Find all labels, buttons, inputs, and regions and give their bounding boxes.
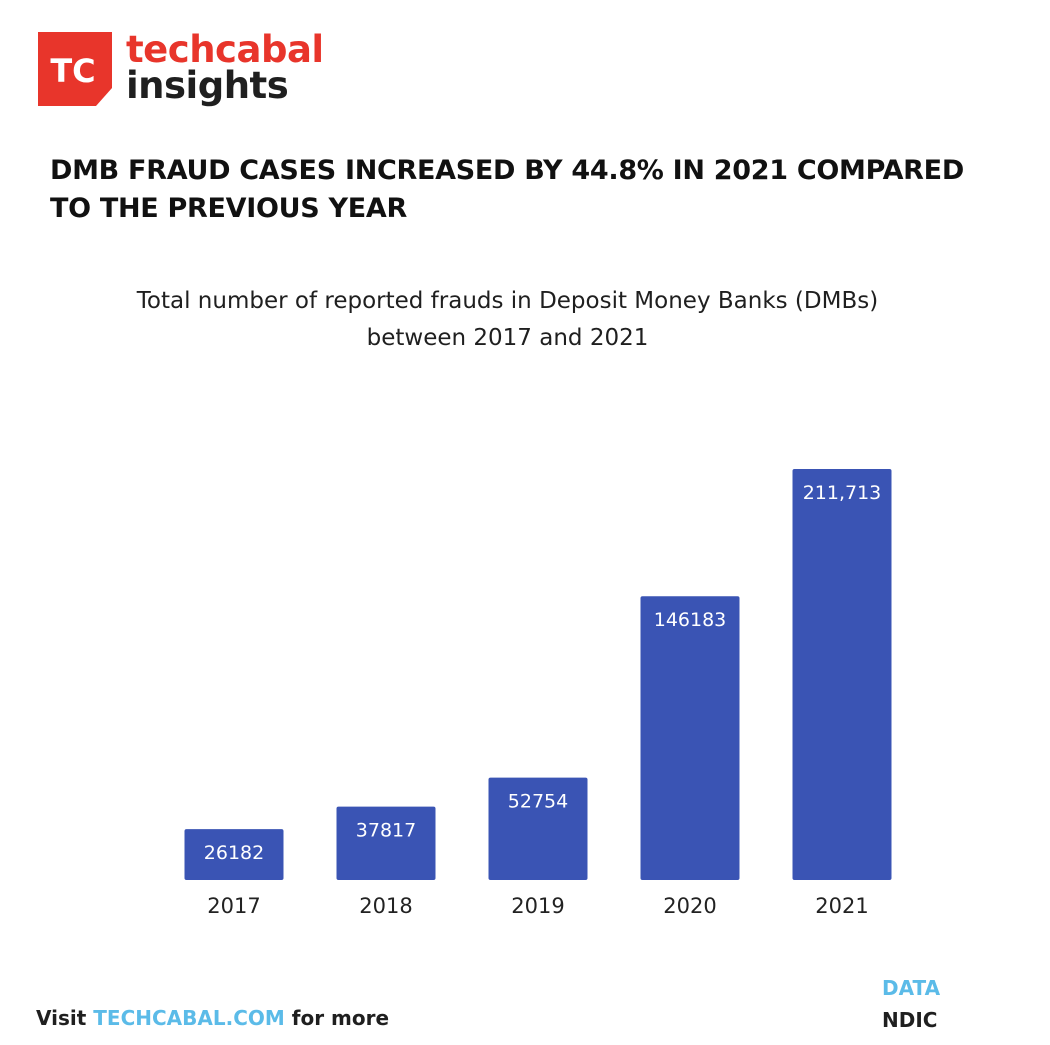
headline: DMB FRAUD CASES INCREASED BY 44.8% IN 20… [50,155,964,224]
chart-title-line-2: between 2017 and 2021 [366,325,649,351]
techcabal-link[interactable]: TECHCABAL.COM [93,1006,285,1030]
bar-2021 [792,469,892,880]
bar-value-label-2017: 26182 [204,842,264,864]
source-name: NDIC [882,1008,938,1032]
brand-name-bottom: insights [126,64,289,107]
techcabal-logo: TC [38,32,112,106]
bar-2017 [184,829,284,880]
chart-title: Total number of reported frauds in Depos… [0,283,1015,357]
bar-2018 [336,806,436,880]
bar-2019 [488,777,588,880]
footer-prefix: Visit [36,1006,94,1030]
bar-value-label-2020: 146183 [654,609,727,631]
logo-monogram: TC [50,52,95,90]
x-tick-label-2020: 2020 [663,894,716,918]
logo-badge-shape [38,32,112,106]
source-heading: DATA [882,976,941,1000]
footer-visit-text: Visit TECHCABAL.COM for more [36,1006,389,1030]
bar-value-label-2018: 37817 [356,820,416,842]
bar-2020 [640,596,740,880]
bar-value-label-2019: 52754 [508,791,568,813]
x-tick-label-2021: 2021 [815,894,868,918]
bar-value-label-2021: 211,713 [803,482,882,504]
bar-chart: 26182 2017 37817 2018 52754 2019 146183 2020 211… [184,469,892,918]
x-tick-label-2017: 2017 [207,894,260,918]
chart-title-line-1: Total number of reported frauds in Depos… [136,288,879,314]
brand-name-top: techcabal [126,28,324,71]
x-tick-label-2018: 2018 [359,894,412,918]
footer-suffix: for more [284,1006,390,1030]
x-tick-label-2019: 2019 [511,894,564,918]
